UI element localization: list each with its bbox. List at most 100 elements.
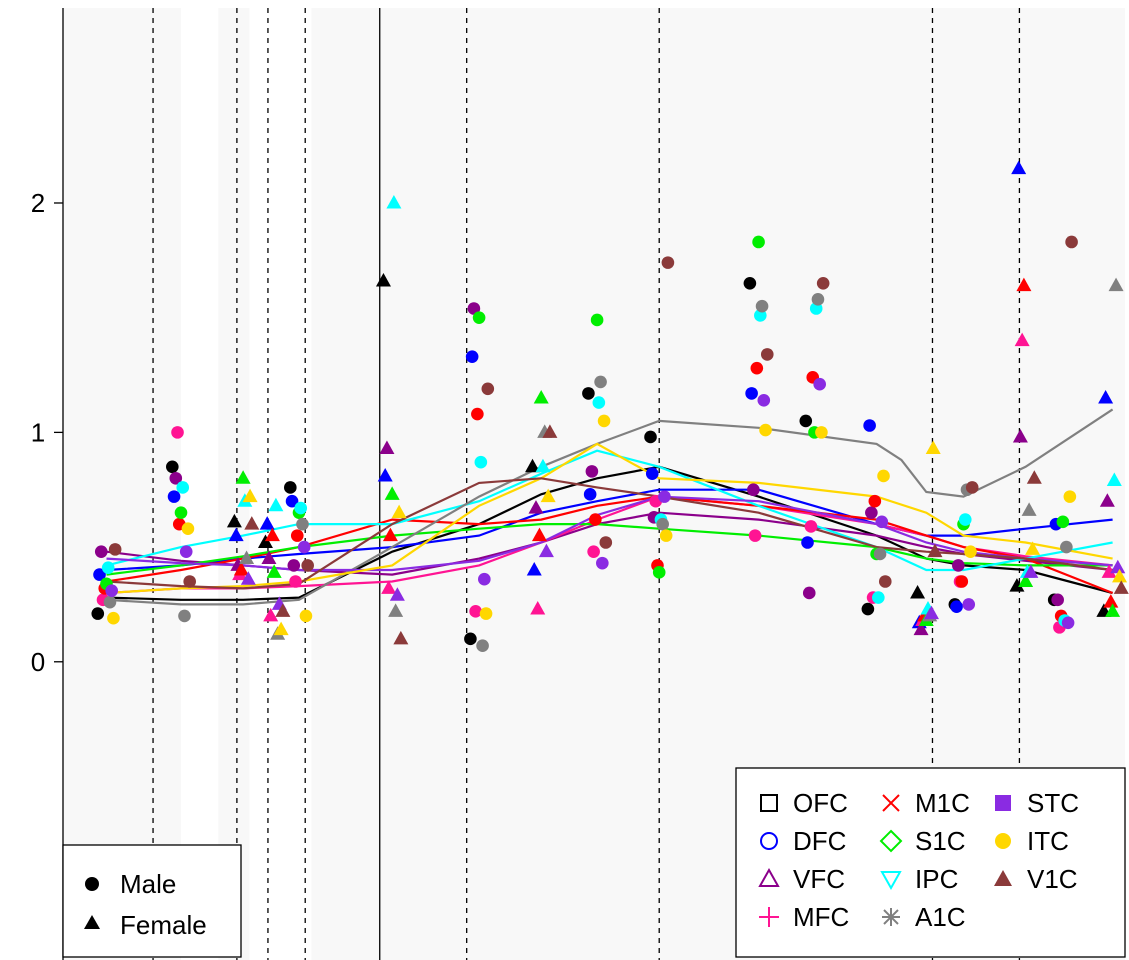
point-stc-10 bbox=[757, 393, 771, 407]
point-m1c-4 bbox=[290, 529, 304, 542]
legend-female-label: Female bbox=[120, 910, 207, 940]
point-vfc-0 bbox=[94, 545, 108, 558]
point-itc-1 bbox=[181, 522, 195, 536]
point-stc-2 bbox=[240, 571, 256, 585]
point-s1c-9 bbox=[652, 566, 666, 579]
point-ipc-3 bbox=[268, 497, 284, 512]
point-ofc-13 bbox=[910, 584, 926, 599]
point-m1c-12 bbox=[868, 494, 882, 508]
point-s1c-15 bbox=[1018, 573, 1034, 587]
legend-male-label: Male bbox=[120, 869, 176, 899]
point-ofc-6 bbox=[464, 632, 477, 646]
legend-vfc-symbol-icon bbox=[758, 867, 780, 887]
point-stc-7 bbox=[538, 543, 554, 558]
point-m1c-14 bbox=[955, 575, 969, 588]
point-s1c-6 bbox=[472, 311, 486, 324]
point-ofc-7 bbox=[525, 458, 541, 473]
legend-item-vfc: VFC bbox=[758, 864, 845, 894]
point-v1c-11 bbox=[816, 276, 830, 290]
point-dfc-5 bbox=[377, 467, 393, 482]
point-s1c-10 bbox=[752, 235, 765, 249]
point-ofc-4 bbox=[284, 481, 297, 494]
legend-ofc-label: OFC bbox=[793, 788, 848, 818]
legend-item-dfc: DFC bbox=[760, 826, 846, 856]
legend-v1c-symbol-icon bbox=[994, 870, 1012, 886]
point-vfc-15 bbox=[1012, 428, 1028, 443]
trend-line-m1c bbox=[106, 495, 1114, 595]
point-a1c-12 bbox=[873, 547, 887, 561]
point-itc-2 bbox=[242, 488, 258, 503]
point-stc-0 bbox=[105, 584, 118, 597]
point-v1c-0 bbox=[108, 543, 122, 556]
point-itc-16 bbox=[1063, 490, 1077, 503]
point-itc-0 bbox=[107, 611, 120, 625]
point-ofc-8 bbox=[582, 387, 595, 400]
point-v1c-1 bbox=[183, 575, 196, 588]
point-a1c-2 bbox=[239, 550, 255, 565]
point-s1c-3 bbox=[266, 564, 282, 578]
point-mfc-11 bbox=[804, 520, 818, 533]
trend-line-ipc bbox=[106, 449, 1113, 572]
point-v1c-7 bbox=[542, 424, 558, 438]
point-m1c-10 bbox=[750, 361, 764, 375]
y-tick-label-0: 0 bbox=[31, 647, 45, 677]
legend-vfc-label: VFC bbox=[793, 864, 845, 894]
point-mfc-7 bbox=[530, 601, 546, 615]
point-itc-5 bbox=[391, 504, 407, 519]
point-m1c-3 bbox=[264, 527, 280, 542]
point-dfc-6 bbox=[465, 350, 479, 363]
point-itc-4 bbox=[299, 609, 313, 623]
point-dfc-4 bbox=[285, 494, 299, 508]
point-stc-9 bbox=[658, 490, 671, 503]
point-ipc-5 bbox=[386, 194, 402, 209]
sex-legend: Male Female bbox=[62, 844, 242, 958]
point-v1c-12 bbox=[878, 575, 892, 588]
point-stc-11 bbox=[813, 377, 826, 391]
point-ipc-0 bbox=[101, 561, 115, 575]
point-vfc-11 bbox=[802, 586, 816, 600]
sex-legend-box bbox=[62, 844, 242, 958]
point-mfc-5 bbox=[381, 580, 397, 594]
legend-dfc-label: DFC bbox=[793, 826, 846, 856]
point-m1c-8 bbox=[589, 513, 602, 526]
point-vfc-10 bbox=[747, 483, 760, 497]
legend-mfc-label: MFC bbox=[793, 902, 849, 932]
point-v1c-2 bbox=[244, 516, 260, 530]
point-mfc-3 bbox=[263, 607, 279, 622]
point-vfc-1 bbox=[169, 471, 183, 485]
point-a1c-1 bbox=[178, 609, 191, 623]
point-s1c-8 bbox=[590, 313, 604, 327]
point-s1c-17 bbox=[1105, 603, 1121, 617]
point-itc-9 bbox=[659, 529, 673, 542]
point-m1c-5 bbox=[382, 527, 398, 542]
legend-stc-label: STC bbox=[1027, 788, 1079, 818]
point-a1c-5 bbox=[388, 603, 404, 617]
point-mfc-17 bbox=[1101, 564, 1117, 578]
point-s1c-5 bbox=[384, 486, 400, 500]
point-vfc-14 bbox=[952, 559, 965, 572]
legend-item-s1c: S1C bbox=[879, 826, 966, 856]
legend-item-ipc: IPC bbox=[880, 864, 958, 894]
point-a1c-17 bbox=[1108, 277, 1124, 292]
point-itc-7 bbox=[540, 488, 556, 503]
point-ipc-8 bbox=[592, 396, 606, 409]
trend-line-itc bbox=[106, 442, 1113, 595]
point-itc-10 bbox=[759, 423, 772, 437]
point-mfc-15 bbox=[1014, 332, 1030, 347]
point-ipc-12 bbox=[872, 591, 885, 604]
point-dfc-14 bbox=[950, 600, 963, 614]
point-m1c-17 bbox=[1103, 594, 1119, 608]
point-m1c-2 bbox=[233, 562, 249, 576]
point-mfc-1 bbox=[171, 426, 184, 439]
point-ipc-1 bbox=[176, 481, 190, 494]
point-a1c-8 bbox=[594, 375, 607, 389]
legend-ipc-label: IPC bbox=[915, 864, 958, 894]
legend-a1c-symbol-icon bbox=[882, 908, 900, 926]
point-m1c-15 bbox=[1016, 277, 1032, 292]
female-marker-icon bbox=[84, 915, 100, 929]
point-s1c-2 bbox=[235, 470, 251, 484]
legend-item-itc: ITC bbox=[995, 826, 1069, 856]
point-stc-6 bbox=[478, 572, 491, 586]
point-mfc-6 bbox=[469, 605, 482, 618]
point-vfc-17 bbox=[1099, 493, 1115, 507]
